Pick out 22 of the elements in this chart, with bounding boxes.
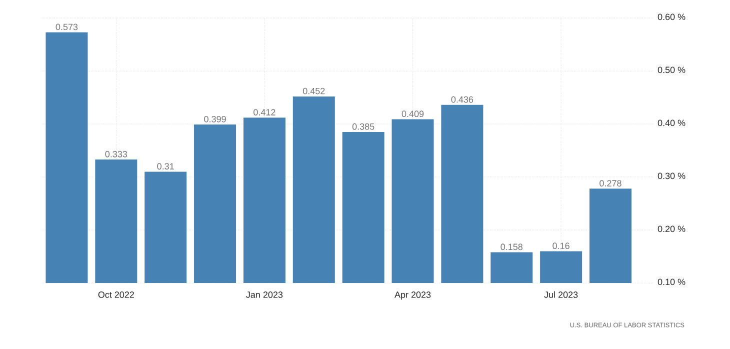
data-label: 0.452 xyxy=(302,88,325,94)
data-label: 0.399 xyxy=(204,116,226,122)
y-tick-label: 0.60 % xyxy=(658,14,686,20)
x-tick-label: Jul 2023 xyxy=(544,291,578,298)
data-label: 0.278 xyxy=(600,180,622,186)
data-label: 0.412 xyxy=(254,109,276,116)
data-label: 0.158 xyxy=(500,244,522,250)
data-label: 0.573 xyxy=(56,24,78,30)
x-tick-label: Jan 2023 xyxy=(246,292,283,298)
y-tick-label: 0.40 % xyxy=(658,120,686,126)
data-label: 0.333 xyxy=(105,150,128,158)
y-tick-label: 0.20 % xyxy=(658,226,686,232)
y-tick-label: 0.50 % xyxy=(658,66,686,74)
data-label: 0.436 xyxy=(451,96,474,103)
y-tick-label: 0.30 % xyxy=(658,172,686,180)
data-label: 0.409 xyxy=(402,110,424,118)
x-tick-label: Apr 2023 xyxy=(394,292,431,300)
data-label: 0.16 xyxy=(552,242,570,250)
data-label: 0.31 xyxy=(157,163,174,170)
x-tick-label: Oct 2022 xyxy=(98,292,134,298)
y-tick-label: 0.10 % xyxy=(658,278,686,286)
data-label: 0.385 xyxy=(352,123,374,130)
